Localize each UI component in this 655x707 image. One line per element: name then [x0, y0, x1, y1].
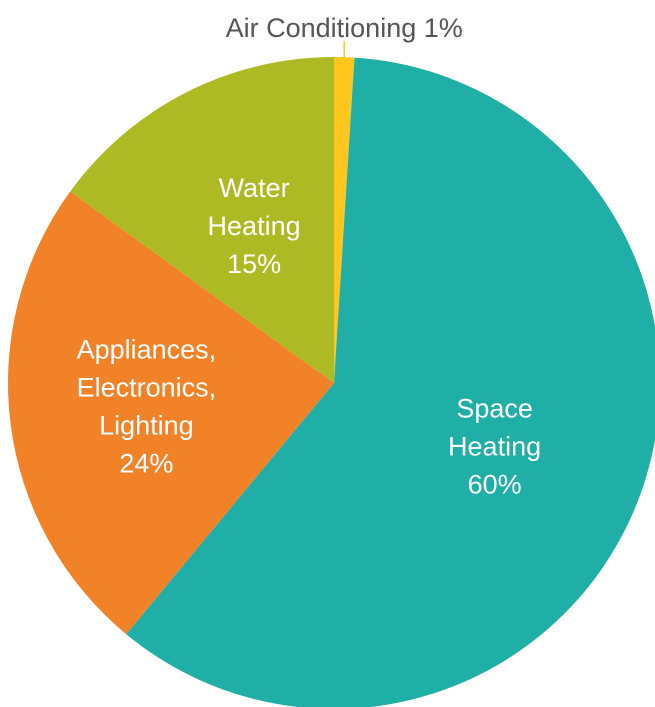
- slice-label-1: Space Heating 60%: [448, 394, 541, 500]
- slice-label-3: Water Heating 15%: [208, 173, 301, 279]
- pie-slice-0: [334, 56, 355, 383]
- pie-slice-2: [7, 191, 334, 635]
- slice-label-0: Air Conditioning 1%: [226, 13, 463, 43]
- slice-label-2: Appliances, Electronics, Lighting 24%: [77, 335, 217, 479]
- pie-slice-3: [70, 57, 334, 383]
- pie-slice-1: [126, 57, 655, 707]
